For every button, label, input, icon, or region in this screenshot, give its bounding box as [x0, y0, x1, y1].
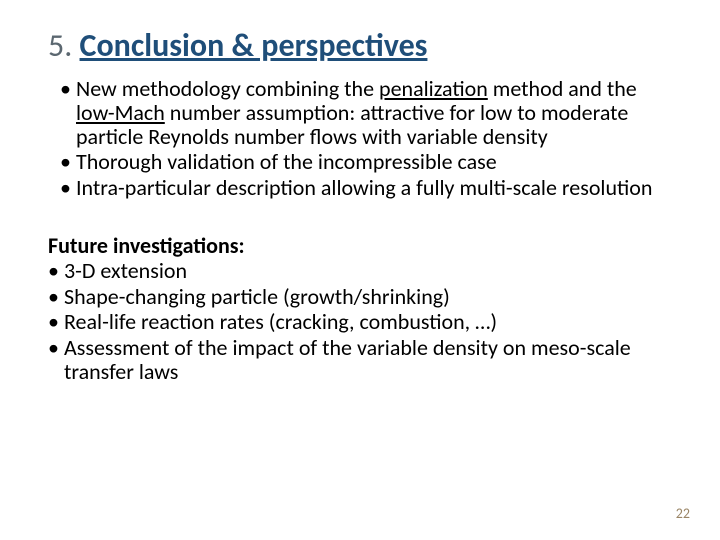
page-number: 22 — [676, 505, 690, 522]
list-text: Assessment of the impact of the variable… — [64, 334, 631, 385]
title-text: Conclusion & perspectives — [80, 26, 428, 65]
slide: 5. Conclusion & perspectives New methodo… — [0, 0, 720, 540]
list-item: 3-D extension — [48, 259, 672, 283]
list-text: Thorough validation of the incompressibl… — [76, 148, 497, 175]
list-text: Shape-changing particle (growth/shrinkin… — [64, 283, 450, 310]
list-item: Intra-particular description allowing a … — [60, 176, 672, 200]
list-item: Thorough validation of the incompressibl… — [60, 150, 672, 174]
list-text: 3-D extension — [64, 257, 187, 284]
slide-title: 5. Conclusion & perspectives — [48, 28, 672, 63]
list-text: Real-life reaction rates (cracking, comb… — [64, 308, 497, 335]
list-item: Assessment of the impact of the variable… — [48, 336, 672, 384]
future-investigations-heading: Future investigations: — [48, 232, 672, 259]
list-item: Shape-changing particle (growth/shrinkin… — [48, 285, 672, 309]
bottom-bullet-list: 3-D extension Shape-changing particle (g… — [48, 259, 672, 384]
title-number: 5. — [48, 26, 80, 65]
list-text: Intra-particular description allowing a … — [76, 174, 652, 201]
list-item: Real-life reaction rates (cracking, comb… — [48, 310, 672, 334]
list-item: New methodology combining the penalizati… — [60, 77, 672, 148]
top-bullet-list: New methodology combining the penalizati… — [48, 77, 672, 200]
